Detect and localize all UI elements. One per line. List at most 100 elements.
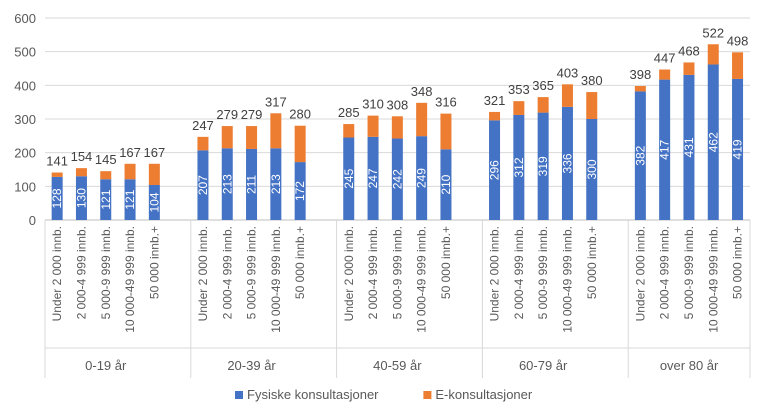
category-label: 2 000-4 999 innb.	[220, 226, 234, 319]
total-label: 247	[192, 118, 214, 133]
total-label: 308	[386, 97, 408, 112]
legend-label: Fysiske konsultasjoner	[247, 387, 379, 402]
total-label: 279	[241, 107, 263, 122]
y-tick-label: 300	[14, 112, 36, 127]
total-label: 317	[265, 94, 287, 109]
category-label: 10 000-49 999 innb.	[706, 226, 720, 333]
bar-e-konsultasjoner	[51, 172, 63, 177]
category-label: Under 2 000 innb.	[50, 226, 64, 321]
total-label: 348	[411, 84, 433, 99]
total-label: 141	[46, 154, 68, 169]
bar-value-label: 210	[439, 174, 453, 194]
legend-swatch	[423, 391, 432, 399]
bar-value-label: 121	[123, 189, 137, 209]
legend-label: E-konsultasjoner	[435, 387, 532, 402]
category-label: 50 000 innb.+	[731, 226, 745, 299]
bar-fysiske	[148, 184, 160, 220]
bar-fysiske	[513, 114, 525, 220]
group-label: over 80 år	[660, 358, 719, 373]
bar-e-konsultasjoner	[537, 97, 549, 113]
bar-value-label: 249	[415, 168, 429, 188]
bar-value-label: 242	[390, 169, 404, 189]
category-label: 2 000-4 999 innb.	[366, 226, 380, 319]
category-label: 10 000-49 999 innb.	[415, 226, 429, 333]
bar-value-label: 319	[536, 156, 550, 176]
bar-e-konsultasjoner	[707, 44, 719, 65]
total-label: 154	[71, 149, 93, 164]
bar-e-konsultasjoner	[416, 102, 428, 137]
category-label: 50 000 innb.+	[147, 226, 161, 299]
group-label: 0-19 år	[85, 358, 127, 373]
total-label: 316	[435, 95, 457, 110]
y-tick-label: 0	[29, 213, 36, 228]
category-label: Under 2 000 innb.	[342, 226, 356, 321]
total-label: 280	[289, 107, 311, 122]
total-label: 403	[557, 65, 579, 80]
bar-fysiske	[707, 64, 719, 221]
bar-value-label: 247	[366, 168, 380, 188]
bar-e-konsultasjoner	[148, 163, 160, 185]
bar-e-konsultasjoner	[100, 171, 112, 180]
bar-fysiske	[537, 112, 549, 220]
bar-e-konsultasjoner	[732, 52, 744, 79]
bar-value-label: 245	[342, 168, 356, 188]
y-tick-label: 200	[14, 146, 36, 161]
bar-value-label: 213	[269, 174, 283, 194]
bar-fysiske	[221, 148, 233, 220]
bar-e-konsultasjoner	[270, 113, 282, 149]
bar-e-konsultasjoner	[561, 84, 573, 107]
bar-value-label: 431	[682, 137, 696, 157]
bar-value-label: 213	[220, 174, 234, 194]
bar-value-label: 300	[585, 159, 599, 179]
bar-fysiske	[197, 150, 209, 220]
bar-value-label: 128	[50, 188, 64, 208]
bar-value-label: 211	[245, 175, 259, 194]
bar-fysiske	[659, 79, 671, 220]
total-label: 353	[508, 82, 530, 97]
group-label: 40-59 år	[373, 358, 422, 373]
bar-e-konsultasjoner	[586, 92, 598, 119]
bar-e-konsultasjoner	[221, 126, 233, 149]
bar-fysiske	[75, 176, 87, 220]
bar-fysiske	[391, 138, 403, 220]
category-label: 5 000-9 999 innb.	[245, 226, 259, 319]
y-tick-label: 100	[14, 179, 36, 194]
category-label: 2 000-4 999 innb.	[512, 226, 526, 319]
category-label: 2 000-4 999 innb.	[74, 226, 88, 319]
category-label: 5 000-9 999 innb.	[682, 226, 696, 319]
bar-fysiske	[367, 136, 379, 220]
bar-e-konsultasjoner	[489, 111, 501, 121]
bar-fysiske	[561, 106, 573, 220]
total-label: 321	[484, 93, 506, 108]
category-label: Under 2 000 innb.	[196, 226, 210, 321]
bar-value-label: 417	[658, 139, 672, 159]
total-label: 522	[702, 25, 724, 40]
legend-swatch	[235, 391, 243, 399]
category-label: 10 000-49 999 innb.	[269, 226, 283, 333]
bar-value-label: 172	[293, 181, 307, 201]
total-label: 279	[216, 107, 238, 122]
bar-fysiske	[246, 148, 258, 220]
bar-fysiske	[683, 74, 695, 220]
bar-fysiske	[294, 162, 306, 220]
bar-e-konsultasjoner	[634, 86, 646, 92]
bar-fysiske	[124, 179, 136, 220]
bar-fysiske	[634, 91, 646, 220]
bar-e-konsultasjoner	[246, 126, 258, 149]
y-tick-label: 400	[14, 78, 36, 93]
total-label: 380	[581, 73, 603, 88]
bar-e-konsultasjoner	[391, 116, 403, 139]
bar-e-konsultasjoner	[513, 101, 525, 115]
total-label: 310	[362, 97, 384, 112]
bar-e-konsultasjoner	[683, 62, 695, 75]
category-label: 50 000 innb.+	[293, 226, 307, 299]
group-label: 60-79 år	[519, 358, 568, 373]
total-label: 145	[95, 152, 117, 167]
category-label: 50 000 innb.+	[585, 226, 599, 299]
bar-value-label: 382	[633, 145, 647, 165]
bar-fysiske	[440, 149, 452, 220]
bar-value-label: 419	[731, 139, 745, 159]
y-tick-label: 500	[14, 45, 36, 60]
